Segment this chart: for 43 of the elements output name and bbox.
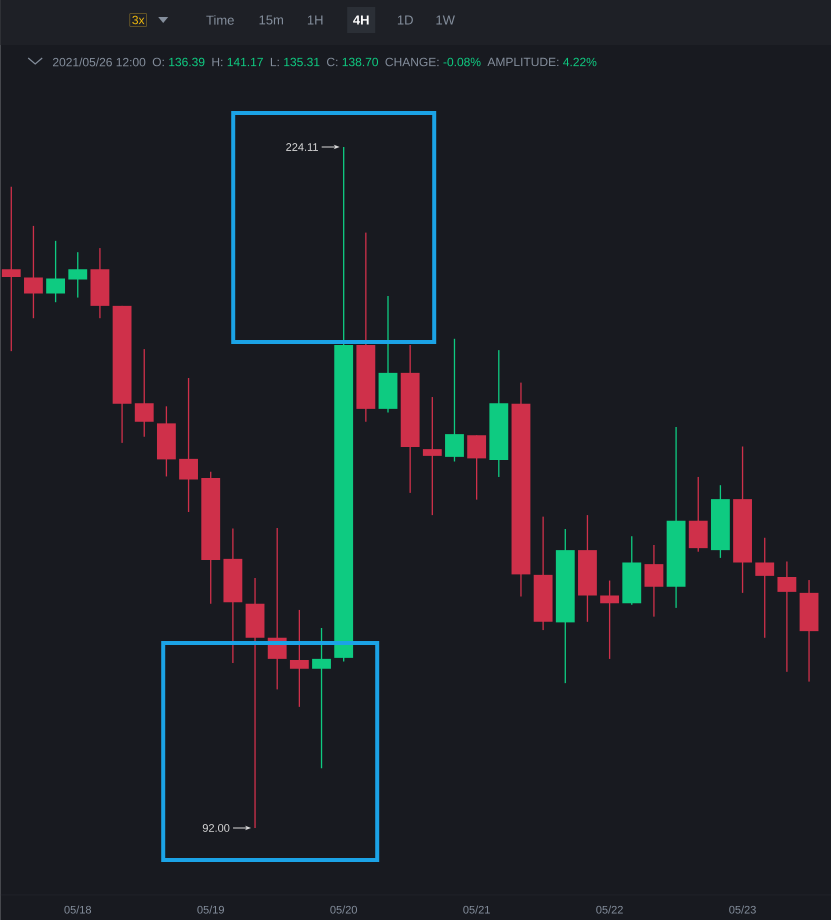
text: O: (152, 58, 164, 66)
candlestick (178, 377, 198, 513)
text: 15m (259, 15, 283, 25)
text: 1W (436, 16, 455, 24)
annotation: 92.00 (202, 824, 230, 832)
x-tick-label: 05/20 (330, 906, 357, 914)
candlestick (755, 537, 774, 638)
text: Time (206, 15, 234, 25)
text: L: (270, 58, 279, 66)
text: -0.08% (443, 58, 480, 66)
text: 4H (352, 16, 368, 24)
candlestick (312, 627, 331, 769)
candlestick (444, 338, 464, 462)
candlestick (24, 225, 43, 319)
x-tick-label: 05/22 (596, 906, 623, 914)
text: 1D (398, 16, 413, 24)
candlestick (2, 186, 21, 352)
text: 2021/05/26 12:00 (52, 58, 146, 66)
candlestick (68, 252, 87, 298)
text: 135.31 (284, 58, 320, 66)
candlestick (644, 544, 664, 618)
text: 4.22% (562, 58, 596, 66)
text: 1H (308, 16, 322, 24)
text: 3x (132, 16, 144, 24)
candlestick (422, 396, 442, 516)
x-tick-label: 05/19 (197, 906, 224, 914)
text: H: (212, 58, 222, 66)
text: CHANGE: (385, 58, 438, 66)
candlestick (777, 560, 796, 672)
candlestick (46, 240, 65, 303)
text: C: (326, 58, 338, 66)
candlestick (600, 580, 619, 660)
text: AMPLITUDE: (487, 58, 558, 66)
text: 138.70 (342, 58, 378, 66)
x-tick-label: 05/21 (463, 906, 490, 914)
text: 136.39 (169, 58, 204, 66)
x-tick-label: 05/18 (64, 906, 91, 914)
candlestick (134, 348, 154, 438)
candlestick (467, 434, 486, 500)
annotation: 224.11 (286, 143, 318, 151)
x-tick-label: 05/23 (729, 906, 756, 914)
candlestick (290, 609, 309, 708)
text: 141.17 (228, 58, 263, 66)
